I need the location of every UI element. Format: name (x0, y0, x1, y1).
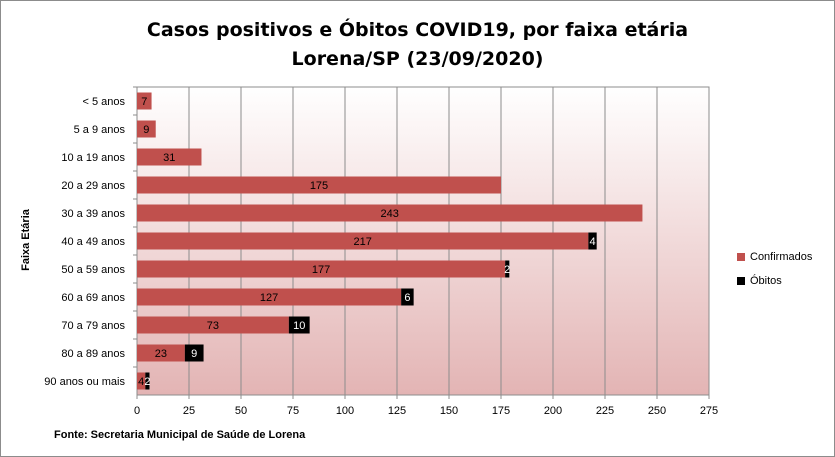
x-tick-label: 100 (336, 405, 354, 417)
y-tick-label: 30 a 39 anos (61, 208, 125, 220)
data-label-obitos: 4 (589, 236, 595, 248)
legend-label-obitos: Óbitos (750, 275, 782, 287)
data-label-obitos: 9 (191, 348, 197, 360)
source-note: Fonte: Secretaria Municipal de Saúde de … (54, 429, 306, 441)
bar-obitos (184, 344, 204, 362)
y-tick-label: 40 a 49 anos (61, 236, 125, 248)
bar-confirmados (137, 232, 589, 250)
data-label-confirmados: 243 (381, 208, 399, 220)
data-label-obitos: 6 (404, 292, 410, 304)
y-tick-label: 5 a 9 anos (74, 124, 126, 136)
data-label-obitos: 2 (504, 264, 510, 276)
x-tick-label: 75 (287, 405, 299, 417)
y-tick-label: 70 a 79 anos (61, 320, 125, 332)
x-tick-label: 200 (544, 405, 562, 417)
x-tick-label: 0 (134, 405, 140, 417)
bar-obitos (505, 260, 510, 278)
data-label-confirmados: 31 (163, 152, 175, 164)
bar-confirmados (137, 204, 643, 222)
bar-confirmados (137, 120, 156, 138)
data-label-confirmados: 217 (354, 236, 372, 248)
y-tick-label: 80 a 89 anos (61, 348, 125, 360)
y-axis-label: Faixa Etária (20, 209, 32, 271)
y-tick-label: 90 anos ou mais (44, 376, 125, 388)
bar-confirmados (137, 288, 402, 306)
y-tick-label: 20 a 29 anos (61, 180, 125, 192)
legend-item-obitos: Óbitos (737, 269, 812, 293)
x-tick-label: 175 (492, 405, 510, 417)
axis-ticks: 0 25 50 75 100 125 150 175 200 225 250 275 < 5 anos 5… (44, 86, 718, 417)
y-tick-label: 50 a 59 anos (61, 264, 125, 276)
data-label-confirmados: 9 (143, 124, 149, 136)
x-tick-label: 50 (235, 405, 247, 417)
x-tick-label: 25 (183, 405, 195, 417)
legend-label-confirmados: Confirmados (750, 251, 813, 263)
y-tick-label: 60 a 69 anos (61, 292, 125, 304)
x-tick-label: 150 (440, 405, 458, 417)
bar-confirmados (137, 260, 506, 278)
chart-title: Casos positivos e Óbitos COVID19, por fa… (146, 19, 689, 41)
legend-swatch-obitos (737, 277, 745, 285)
legend: Confirmados Óbitos (737, 245, 812, 293)
data-label-obitos: 2 (144, 376, 150, 388)
x-tick-label: 250 (648, 405, 666, 417)
bar-confirmados (137, 148, 202, 166)
data-label-obitos: 10 (293, 320, 305, 332)
x-tick-label: 225 (596, 405, 614, 417)
data-label-confirmados: 73 (207, 320, 219, 332)
y-tick-label: < 5 anos (82, 96, 125, 108)
chart-subtitle: Lorena/SP (23/09/2020) (291, 48, 544, 70)
x-tick-label: 125 (388, 405, 406, 417)
bar-obitos (588, 232, 597, 250)
bar-obitos (145, 372, 150, 390)
data-label-confirmados: 7 (141, 96, 147, 108)
bar-confirmados (137, 316, 289, 334)
bar-obitos (401, 288, 414, 306)
data-label-confirmados: 23 (155, 348, 167, 360)
bar-confirmados (137, 176, 501, 194)
bar-confirmados (137, 92, 152, 110)
bar-obitos (288, 316, 310, 334)
x-tick-label: 275 (700, 405, 718, 417)
data-label-confirmados: 175 (310, 180, 328, 192)
legend-swatch-confirmados (737, 253, 745, 261)
data-label-confirmados: 127 (260, 292, 278, 304)
bar-confirmados (137, 372, 146, 390)
legend-item-confirmados: Confirmados (737, 245, 812, 269)
bar-confirmados (137, 344, 185, 362)
data-label-confirmados: 177 (312, 264, 330, 276)
data-label-confirmados: 4 (138, 376, 144, 388)
y-tick-label: 10 a 19 anos (61, 152, 125, 164)
